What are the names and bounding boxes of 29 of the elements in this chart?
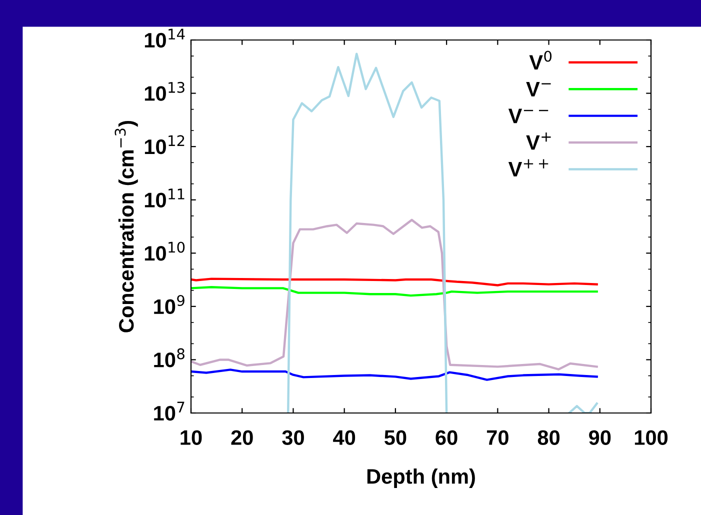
y-tick-label: 10$^{13}$ <box>144 82 184 101</box>
x-tick-label: 40 <box>333 430 356 445</box>
line-series <box>191 368 598 381</box>
legend-label: V$^{++}$ <box>508 159 548 176</box>
y-tick-label: 10$^{9}$ <box>154 295 184 314</box>
x-tick-label: 80 <box>538 430 560 445</box>
y-tick-label: 10$^{7}$ <box>154 402 184 421</box>
x-axis-title: Depth (nm) <box>367 468 475 488</box>
x-tick-label: 70 <box>486 430 508 445</box>
line-series <box>191 218 598 370</box>
y-tick-label: 10$^{11}$ <box>144 188 184 208</box>
x-tick-label: 30 <box>282 430 304 445</box>
legend-label: V$^{−}$ <box>526 82 551 96</box>
legend-label: V$^{0}$ <box>529 50 552 70</box>
y-axis-title: Concentration (cm$^{−3}$) <box>114 120 138 332</box>
x-tick-label: 100 <box>634 430 668 445</box>
y-tick-label: 10$^{10}$ <box>144 242 185 261</box>
legend-label: V$^{−−}$ <box>508 108 548 124</box>
legend-label: V$^{+}$ <box>526 132 551 150</box>
y-tick-label: 10$^{8}$ <box>154 348 184 368</box>
y-tick-label: 10$^{14}$ <box>144 28 185 48</box>
x-tick-label: 10 <box>180 430 202 445</box>
y-tick-label: 10$^{12}$ <box>144 135 184 154</box>
x-tick-label: 50 <box>384 430 406 445</box>
x-tick-label: 90 <box>589 430 611 445</box>
x-tick-label: 60 <box>436 430 458 445</box>
line-series <box>191 286 598 297</box>
line-series <box>191 278 598 286</box>
x-tick-label: 20 <box>231 430 253 445</box>
